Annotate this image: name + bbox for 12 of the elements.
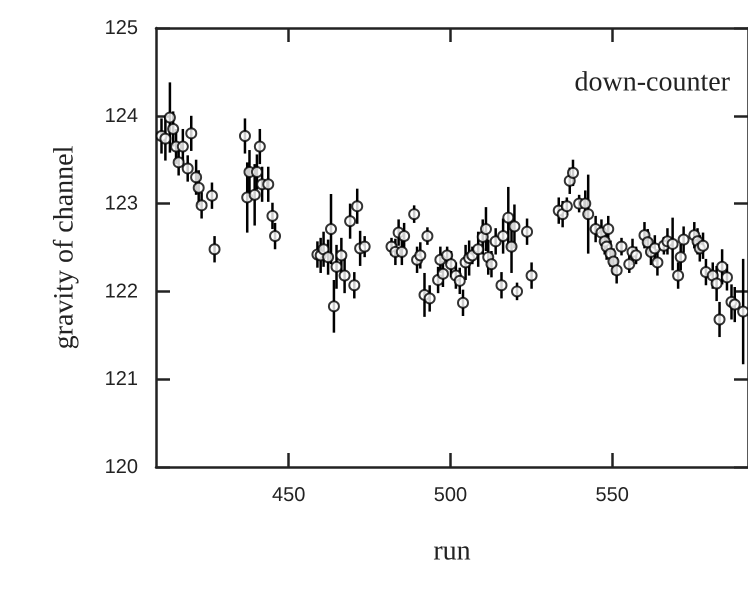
y-tick-label: 122	[104, 280, 138, 302]
y-tick-label: 123	[104, 192, 138, 215]
y-tick-label: 121	[104, 368, 138, 390]
y-axis-title: gravity of channel	[48, 145, 80, 350]
x-tick-label: 450	[272, 484, 306, 506]
annotation: down-counter	[574, 66, 731, 98]
y-tick-label: 120	[104, 456, 138, 478]
x-tick-label: 550	[595, 484, 629, 506]
x-tick-label: 500	[434, 484, 468, 506]
y-tick-label: 125	[104, 17, 138, 39]
x-axis-title: run	[433, 536, 471, 566]
y-tick-label: 124	[104, 104, 138, 127]
